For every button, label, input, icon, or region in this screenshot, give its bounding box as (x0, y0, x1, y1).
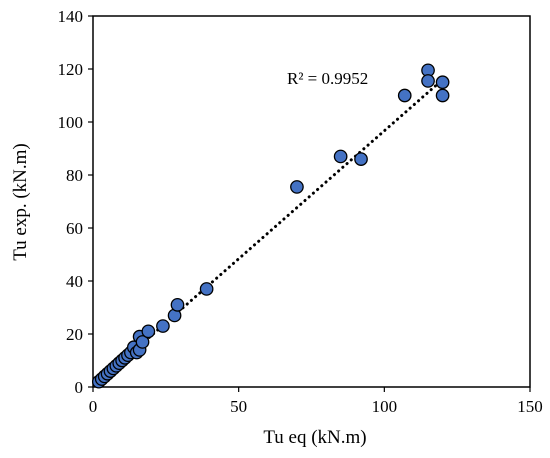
r-squared-annotation: R² = 0.9952 (287, 69, 368, 88)
data-point (435, 75, 450, 90)
data-point (333, 149, 348, 164)
x-tick-label: 150 (517, 397, 543, 416)
y-tick-label: 0 (75, 378, 84, 397)
points-layer (91, 63, 450, 389)
x-tick-label: 0 (89, 397, 98, 416)
axes: 0 50 100 150 0 20 40 60 80 100 120 140 (58, 7, 543, 416)
data-point (156, 319, 170, 333)
y-tick-label: 100 (58, 113, 84, 132)
y-tick-label: 80 (66, 166, 83, 185)
data-point (290, 180, 304, 194)
y-tick-label: 20 (66, 325, 83, 344)
plot-frame (92, 15, 531, 388)
x-tick-label: 100 (372, 397, 398, 416)
y-tick-label: 140 (58, 7, 84, 26)
y-axis-title: Tu exp. (kN.m) (10, 143, 31, 261)
data-point (397, 88, 412, 103)
data-point (141, 324, 156, 339)
data-point (354, 152, 368, 166)
x-axis-title: Tu eq (kN.m) (263, 427, 366, 448)
y-tick-label: 40 (66, 272, 83, 291)
data-point (199, 282, 214, 296)
data-point (170, 297, 185, 312)
y-tick-label: 120 (58, 60, 84, 79)
y-tick-label: 60 (66, 219, 83, 238)
data-point (421, 74, 435, 88)
data-point (435, 88, 450, 103)
x-tick-label: 50 (230, 397, 247, 416)
data-point (135, 335, 150, 349)
trendline (97, 78, 445, 384)
trendline-layer (97, 78, 445, 384)
